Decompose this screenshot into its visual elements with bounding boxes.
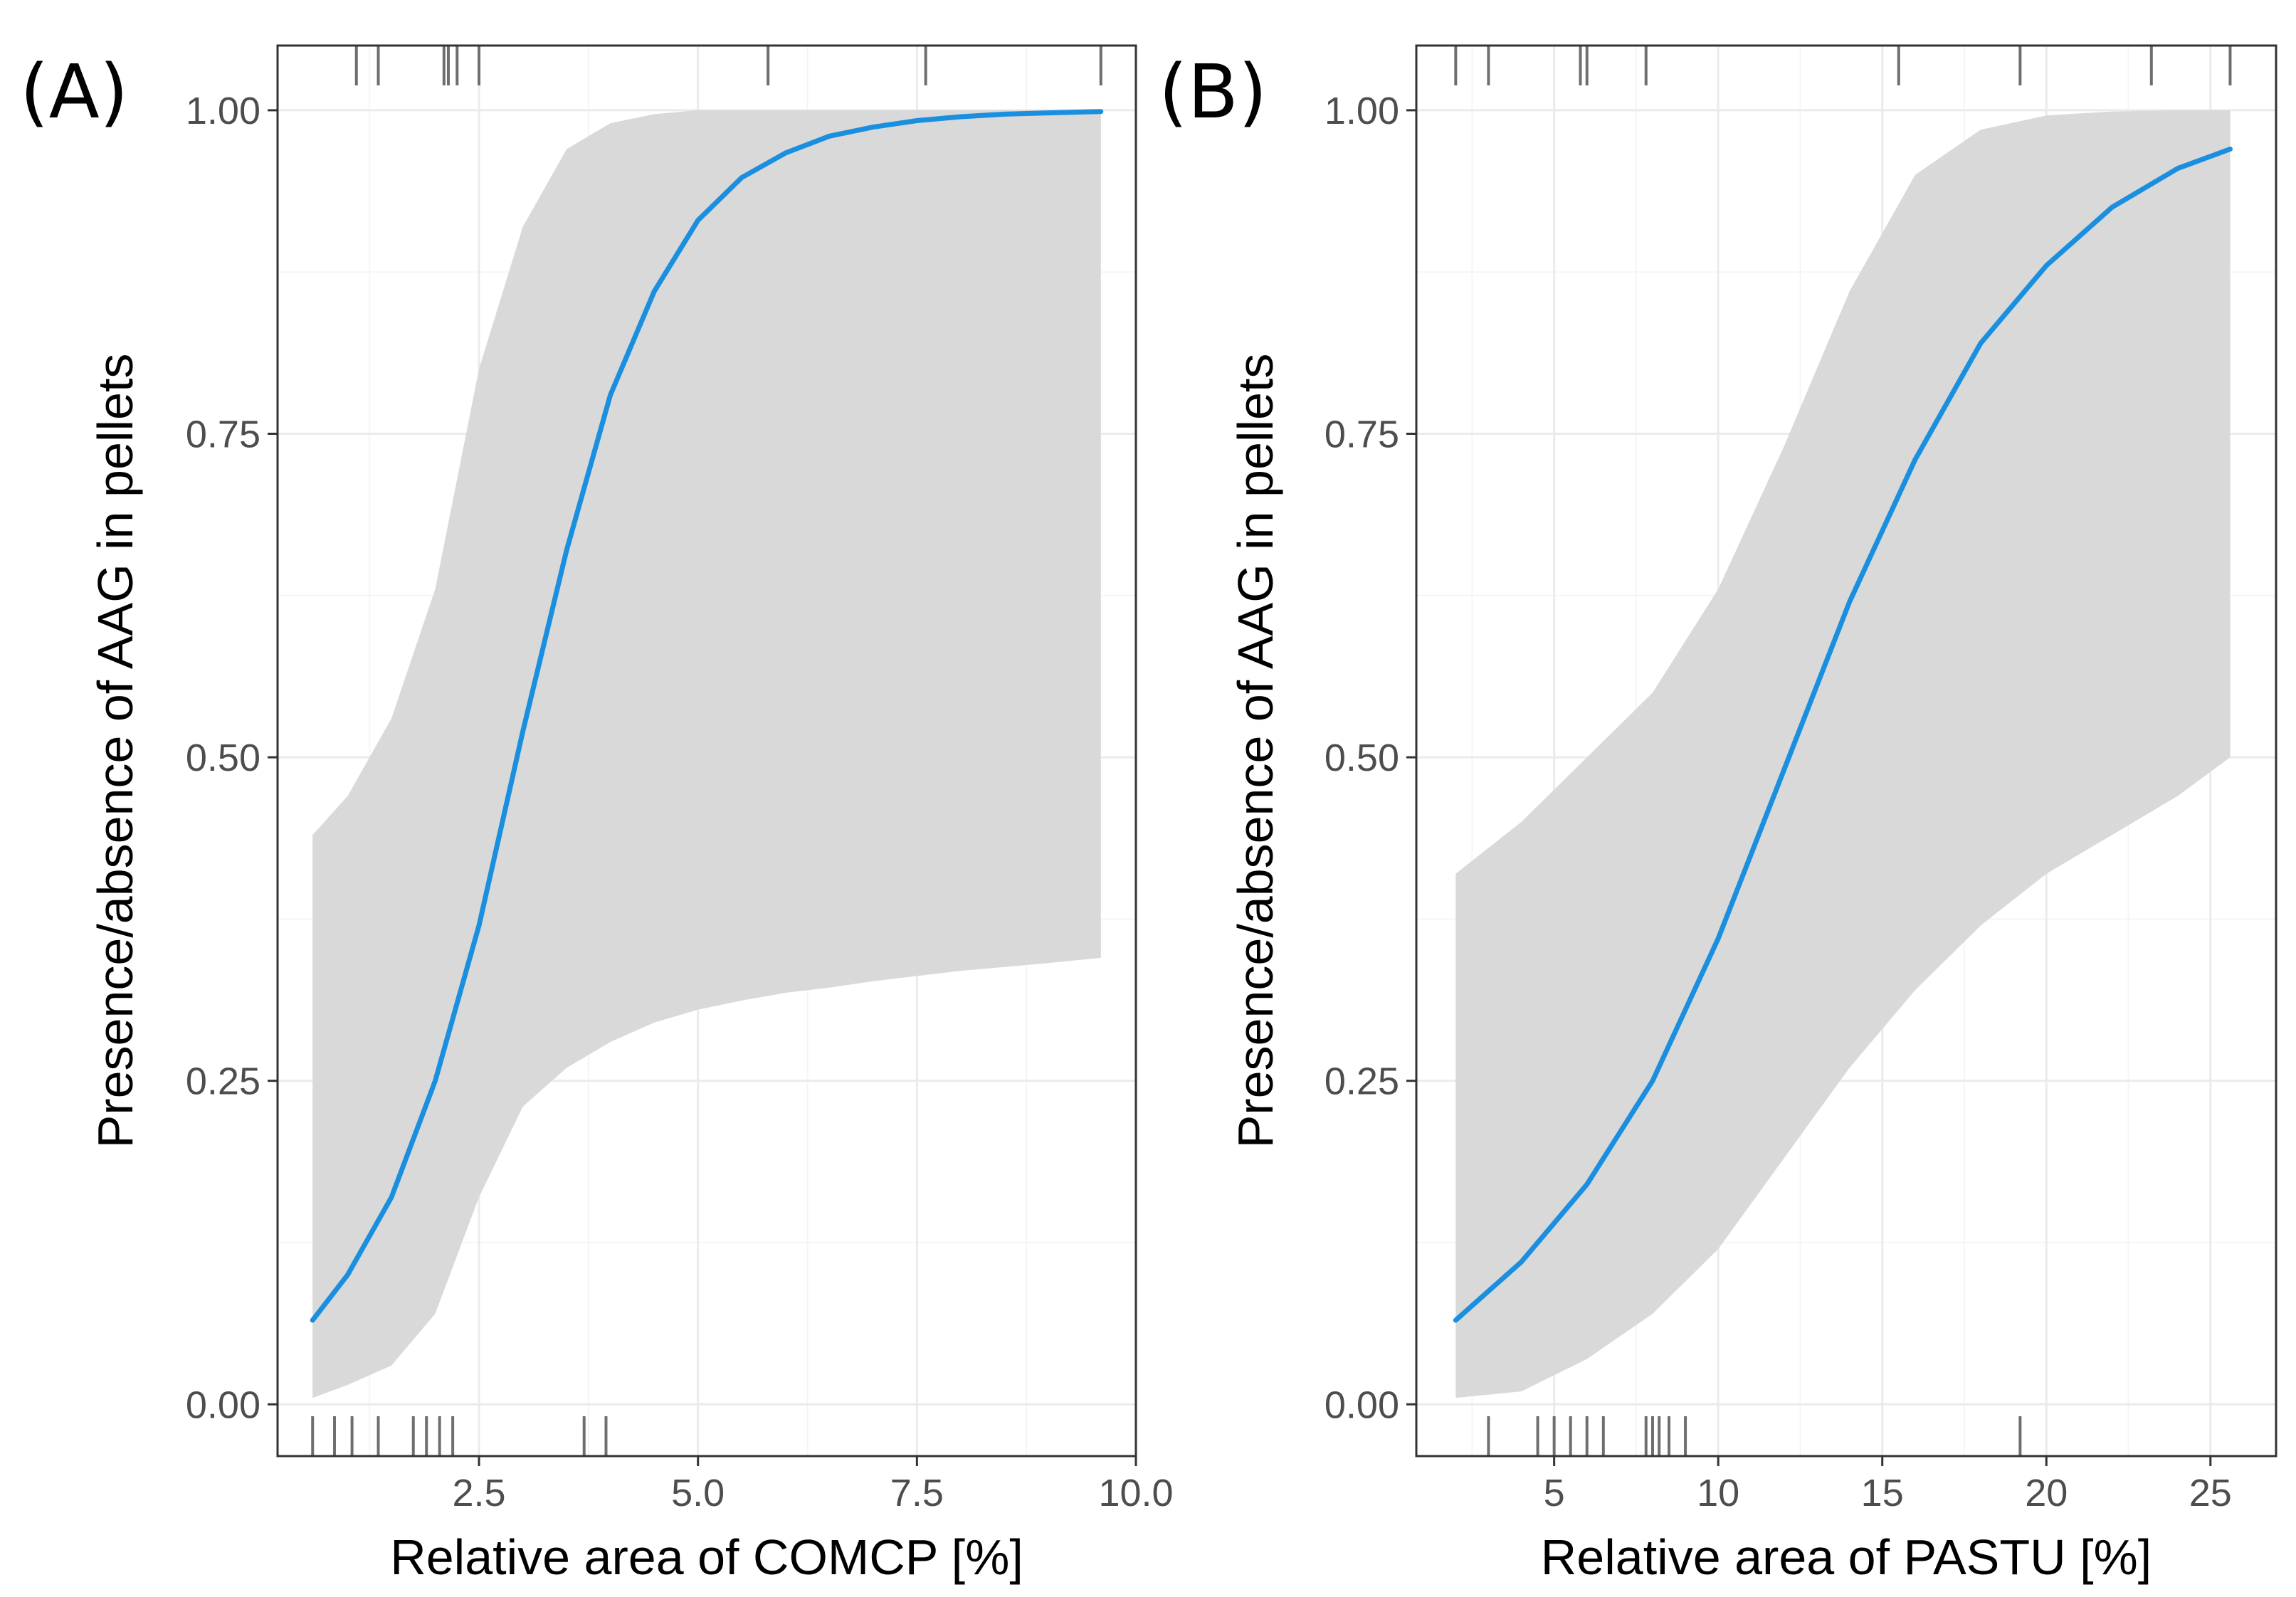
x-axis-title-b: Relative area of PASTU [%] (1541, 1529, 2152, 1585)
y-tick-label: 0.50 (186, 737, 260, 779)
y-axis-title-a: Presence/absence of AAG in pellets (88, 354, 143, 1149)
fitted-line-a (310, 109, 1104, 1323)
x-tick-label: 10.0 (1098, 1472, 1173, 1514)
panel-label-b: (B) (1159, 48, 1268, 135)
plot-border-b (1415, 44, 2277, 1458)
x-tick-label: 7.5 (890, 1472, 944, 1514)
confidence-ribbon-b (1455, 110, 2231, 1398)
plot-border-a (276, 44, 1137, 1458)
y-tick-label: 1.00 (186, 90, 260, 132)
x-axis-title-a: Relative area of COMCP [%] (390, 1529, 1023, 1585)
x-tick-label: 10 (1697, 1472, 1739, 1514)
x-tick-label: 20 (2025, 1472, 2068, 1514)
x-tick-label: 5 (1544, 1472, 1565, 1514)
panel-label-a: (A) (20, 48, 128, 135)
y-tick-label: 0.50 (1325, 737, 1399, 779)
y-tick-label: 0.75 (186, 413, 260, 456)
panel-b: 0.00 0.25 0.50 0.75 1.00 5 10 15 20 25 Relative ar… (1159, 44, 2277, 1585)
y-tick-label: 1.00 (1325, 90, 1399, 132)
confidence-ribbon-a (312, 110, 1101, 1398)
y-axis-title-b: Presence/absence of AAG in pellets (1228, 354, 1283, 1149)
x-tick-label: 5.0 (671, 1472, 725, 1514)
y-tick-label: 0.00 (1325, 1383, 1399, 1426)
x-tick-label: 15 (1861, 1472, 1904, 1514)
panel-a: 0.00 0.25 0.50 0.75 1.00 2.5 5.0 7.5 10.0 Relativ… (20, 44, 1174, 1585)
x-tick-label: 25 (2189, 1472, 2232, 1514)
y-tick-label: 0.75 (1325, 413, 1399, 456)
y-tick-label: 0.25 (1325, 1060, 1399, 1103)
fitted-line-b (1453, 147, 2233, 1323)
y-tick-label: 0.00 (186, 1383, 260, 1426)
x-tick-label: 2.5 (453, 1472, 506, 1514)
y-tick-label: 0.25 (186, 1060, 260, 1103)
